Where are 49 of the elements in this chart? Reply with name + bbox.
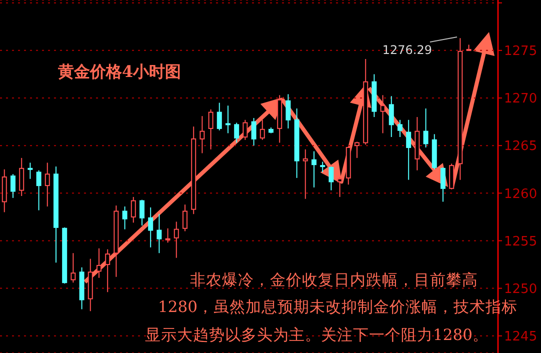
candlestick	[286, 94, 291, 129]
candlestick	[440, 166, 446, 202]
y-tick-label: 1275	[504, 44, 538, 60]
candlestick	[302, 148, 308, 200]
annotation: 1276.29	[382, 43, 432, 57]
y-tick-label: 1265	[504, 139, 538, 154]
candlestick	[234, 122, 240, 144]
y-tick-label: 1260	[504, 186, 538, 202]
candlestick	[225, 105, 230, 134]
candlestick	[449, 163, 454, 190]
y-tick-label: 1245	[504, 329, 538, 344]
y-tick-label: 1255	[504, 234, 538, 250]
candlestick	[200, 116, 205, 154]
annotation: 非农爆冷，金价收复日内跌幅，目前攀高	[190, 270, 478, 290]
candlestick	[208, 108, 214, 150]
candlestick	[105, 248, 110, 293]
candlestick	[182, 204, 188, 232]
candlestick	[28, 162, 33, 180]
candlestick	[122, 206, 128, 230]
candlestick	[174, 221, 179, 258]
candlestick	[10, 174, 16, 198]
y-tick-label: 1250	[504, 282, 538, 297]
candlestick	[328, 166, 334, 191]
candlestick	[216, 102, 222, 131]
candlestick	[380, 94, 386, 134]
candlestick	[19, 157, 24, 197]
candlestick	[44, 162, 50, 207]
y-tick-label: 1270	[504, 92, 538, 107]
text: 黄金价格4小时图	[58, 62, 182, 83]
candlestick	[165, 228, 170, 244]
candlestick	[260, 119, 265, 140]
candlestick	[388, 96, 394, 138]
candlestick	[320, 161, 326, 173]
candlestick	[242, 119, 248, 140]
candlestick	[130, 196, 136, 224]
candlestick	[139, 199, 144, 226]
annotation: 显示大趋势以多头为主。关注下一个阻力1280。	[145, 325, 488, 345]
candlestick	[423, 108, 428, 148]
candlestick	[311, 150, 316, 188]
candlestick	[251, 117, 256, 146]
candlestick	[337, 176, 342, 198]
candlestick	[70, 252, 76, 284]
candlestick	[36, 170, 42, 211]
candlestick	[354, 141, 360, 158]
candlestick	[96, 248, 102, 278]
candlestick	[148, 206, 154, 248]
candlestick	[397, 119, 402, 138]
candlestick	[406, 119, 412, 180]
candlestick	[156, 214, 162, 254]
